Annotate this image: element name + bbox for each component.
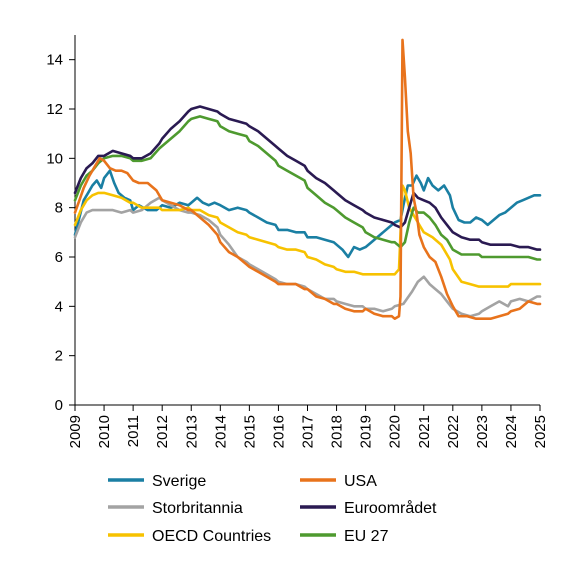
x-tick-label: 2024	[503, 415, 520, 448]
y-tick-label: 0	[55, 397, 63, 414]
y-tick-label: 4	[55, 298, 63, 315]
x-tick-label: 2023	[474, 415, 491, 448]
x-tick-label: 2016	[270, 415, 287, 448]
x-tick-label: 2021	[416, 415, 433, 448]
legend-item: OECD Countries	[108, 528, 271, 545]
x-tick-label: 2020	[387, 415, 404, 448]
series-line-euroomr-det	[73, 105, 542, 251]
legend-label: EU 27	[344, 528, 389, 545]
legend-label: Euroområdet	[344, 499, 437, 517]
x-tick-label: 2011	[125, 415, 142, 447]
y-axis: 0 2 4 6 8 10 12 14	[46, 35, 76, 414]
y-tick-label: 2	[55, 348, 63, 365]
x-tick-label: 2018	[329, 415, 346, 448]
x-tick-label: 2009	[67, 415, 84, 448]
x-tick-label: 2014	[212, 415, 229, 448]
legend-label: Storbritannia	[152, 500, 243, 517]
y-tick-label: 6	[55, 249, 63, 266]
series-line-sverige	[73, 169, 542, 259]
legend-item: Storbritannia	[108, 500, 243, 517]
y-tick-label: 12	[46, 101, 63, 118]
x-tick-label: 2022	[445, 415, 462, 448]
legend: Sverige USA Storbritannia Euroområdet OECD C…	[108, 473, 437, 545]
x-tick-label: 2017	[300, 415, 317, 448]
x-tick-label: 2013	[183, 415, 200, 448]
series-lines	[73, 38, 542, 320]
series-line-eu-27	[73, 115, 542, 261]
y-tick-label: 8	[55, 200, 63, 217]
x-tick-label: 2025	[532, 415, 549, 448]
legend-label: OECD Countries	[152, 528, 271, 545]
legend-label: USA	[344, 473, 377, 490]
x-tick-label: 2015	[241, 415, 258, 448]
series-line-usa	[73, 38, 542, 320]
legend-item: Sverige	[108, 473, 206, 490]
x-tick-label: 2010	[96, 415, 113, 448]
x-tick-label: 2019	[358, 415, 375, 448]
y-tick-label: 14	[46, 52, 63, 69]
y-tick-label: 10	[46, 150, 63, 167]
series-line-oecd-countries	[73, 184, 542, 288]
x-axis: 2009 2010 2011 2012 2013 2014 2015 2016 2017 2018…	[67, 404, 549, 448]
legend-item: EU 27	[300, 528, 389, 545]
x-tick-label: 2012	[154, 415, 171, 448]
legend-item: USA	[300, 473, 377, 490]
legend-item: Euroområdet	[300, 499, 437, 517]
legend-label: Sverige	[152, 473, 206, 490]
